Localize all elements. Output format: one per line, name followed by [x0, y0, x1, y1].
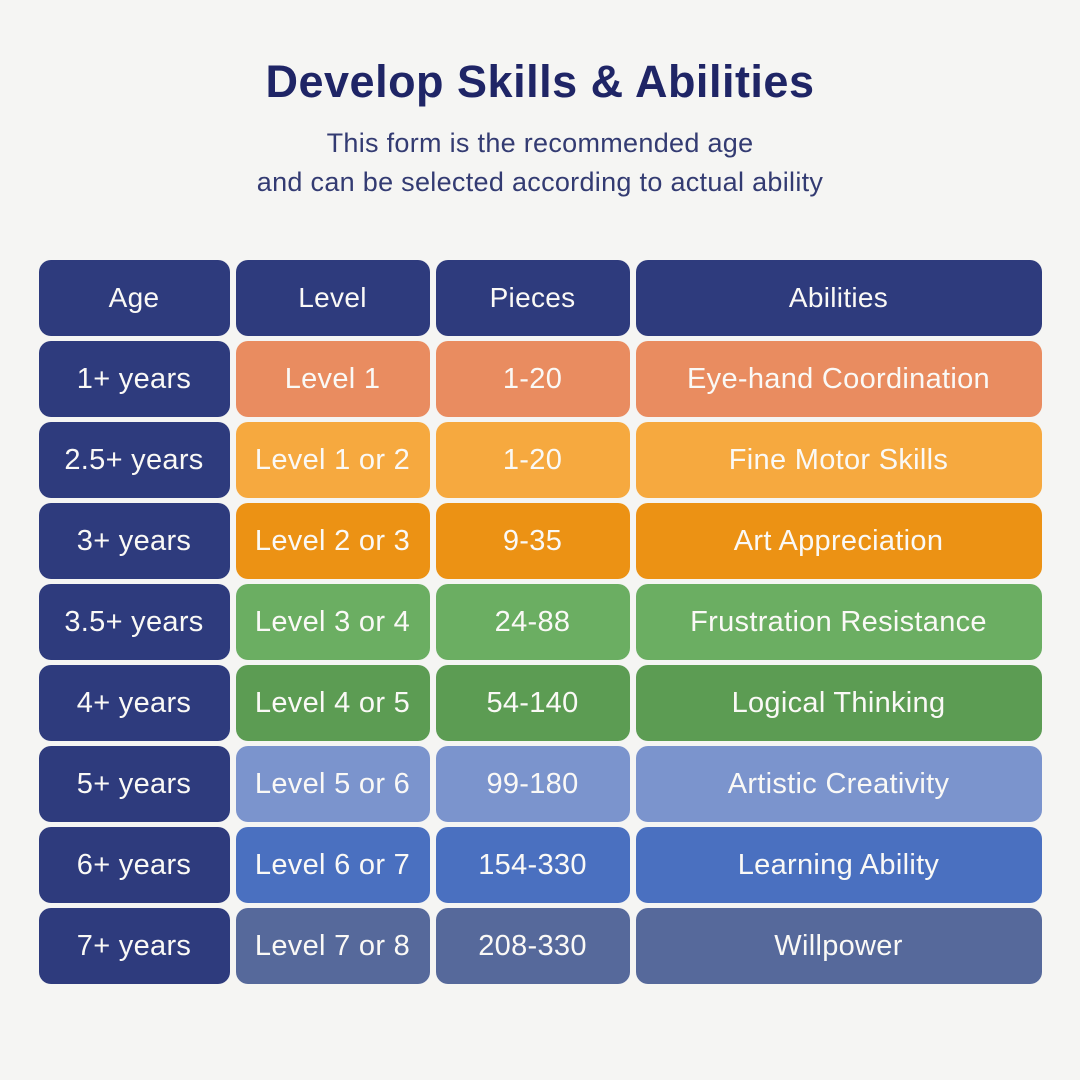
header-cell-pieces: Pieces	[435, 260, 630, 336]
age-cell: 1+ years	[38, 341, 230, 417]
age-cell: 6+ years	[38, 827, 230, 903]
ability-cell: Fine Motor Skills	[635, 422, 1042, 498]
ability-cell: Frustration Resistance	[635, 584, 1042, 660]
age-cell: 3.5+ years	[38, 584, 230, 660]
pieces-cell: 99-180	[435, 746, 630, 822]
pieces-cell: 1-20	[435, 341, 630, 417]
pieces-cell: 24-88	[435, 584, 630, 660]
level-cell: Level 1	[235, 341, 430, 417]
ability-cell: Learning Ability	[635, 827, 1042, 903]
subtitle-line-2: and can be selected according to actual …	[256, 167, 824, 197]
level-cell: Level 5 or 6	[235, 746, 430, 822]
age-cell: 7+ years	[38, 908, 230, 984]
age-cell: 3+ years	[38, 503, 230, 579]
header-cell-ability: Abilities	[635, 260, 1042, 336]
ability-cell: Eye-hand Coordination	[635, 341, 1042, 417]
level-cell: Level 6 or 7	[235, 827, 430, 903]
pieces-cell: 9-35	[435, 503, 630, 579]
level-cell: Level 7 or 8	[235, 908, 430, 984]
ability-cell: Logical Thinking	[635, 665, 1042, 741]
pieces-cell: 208-330	[435, 908, 630, 984]
pieces-cell: 1-20	[435, 422, 630, 498]
ability-cell: Art Appreciation	[635, 503, 1042, 579]
subtitle-line-1: This form is the recommended age	[326, 128, 754, 158]
header-block: Develop Skills & Abilities This form is …	[0, 0, 1080, 202]
skills-table: Age Level Pieces Abilities 1+ years Level 1 1-…	[38, 260, 1042, 984]
level-cell: Level 3 or 4	[235, 584, 430, 660]
page-title: Develop Skills & Abilities	[265, 56, 815, 107]
level-cell: Level 2 or 3	[235, 503, 430, 579]
pieces-cell: 54-140	[435, 665, 630, 741]
ability-cell: Willpower	[635, 908, 1042, 984]
age-cell: 5+ years	[38, 746, 230, 822]
level-cell: Level 4 or 5	[235, 665, 430, 741]
age-cell: 2.5+ years	[38, 422, 230, 498]
level-cell: Level 1 or 2	[235, 422, 430, 498]
age-cell: 4+ years	[38, 665, 230, 741]
pieces-cell: 154-330	[435, 827, 630, 903]
header-cell-level: Level	[235, 260, 430, 336]
header-cell-age: Age	[38, 260, 230, 336]
ability-cell: Artistic Creativity	[635, 746, 1042, 822]
